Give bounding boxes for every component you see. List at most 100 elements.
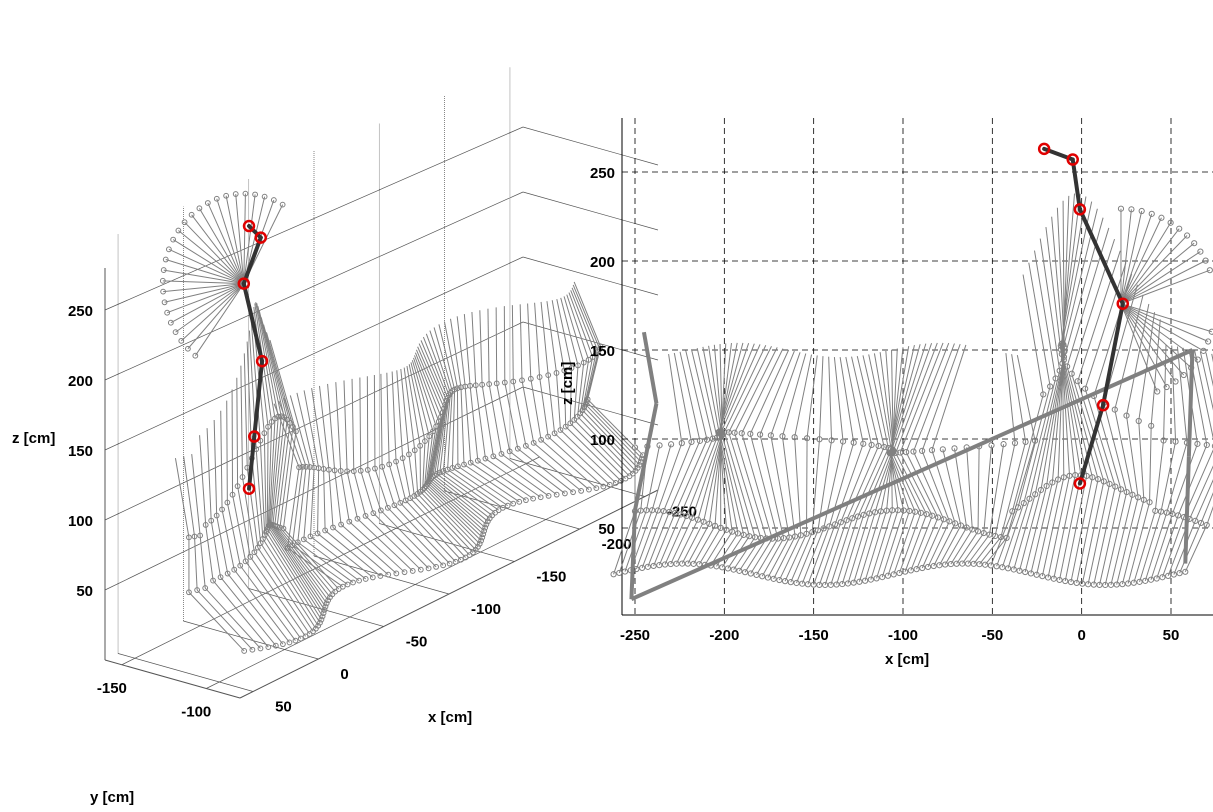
mesh-marker <box>1148 422 1155 429</box>
mesh-marker <box>854 513 862 520</box>
mesh-marker <box>354 515 361 522</box>
mesh-marker <box>942 561 949 568</box>
mesh-marker <box>322 603 329 610</box>
mesh-segment <box>868 354 889 449</box>
mesh-marker <box>1138 207 1145 215</box>
mesh-segment <box>540 301 549 376</box>
mesh-segment <box>1084 388 1116 487</box>
mesh-marker <box>561 367 568 374</box>
mesh-segment <box>279 426 294 528</box>
mesh-segment <box>773 536 796 580</box>
mesh-segment <box>240 365 243 478</box>
mesh-segment <box>287 467 300 548</box>
mesh-marker <box>1089 474 1096 481</box>
mesh-marker <box>1050 575 1057 582</box>
mesh-marker <box>1040 391 1047 398</box>
mesh-marker <box>265 644 272 651</box>
mesh-marker <box>837 519 844 526</box>
wall-grid-line <box>522 191 659 231</box>
mesh-segment <box>879 352 894 450</box>
mesh-marker <box>1194 356 1201 363</box>
mesh-segment <box>577 362 585 417</box>
mesh-segment <box>206 428 212 521</box>
mesh-segment <box>1138 420 1145 500</box>
mesh-segment <box>1019 489 1042 571</box>
mesh-marker <box>671 510 679 517</box>
mesh-segment <box>272 524 329 601</box>
mesh-segment <box>367 469 382 511</box>
mesh-segment <box>1127 502 1151 584</box>
mesh-marker <box>186 534 192 541</box>
mesh-marker <box>866 510 873 517</box>
mesh-segment <box>255 449 264 539</box>
mesh-marker <box>822 581 829 589</box>
mesh-marker <box>297 635 304 642</box>
mesh-segment <box>1099 489 1122 585</box>
mesh-segment <box>921 519 945 569</box>
mesh-segment <box>1186 349 1195 457</box>
mesh-marker <box>781 578 789 585</box>
mesh-segment <box>235 194 245 284</box>
mesh-segment <box>263 324 291 424</box>
mesh-marker <box>538 436 545 443</box>
mesh-marker <box>881 443 888 451</box>
mesh-segment <box>204 587 261 649</box>
mesh-segment <box>357 518 414 572</box>
2d-posture-skeleton <box>1037 142 1130 490</box>
mesh-segment <box>226 502 241 566</box>
mesh-marker <box>175 227 182 234</box>
mesh-segment <box>335 382 342 471</box>
mesh-marker <box>1073 579 1080 587</box>
mesh-segment <box>579 413 636 472</box>
mesh-segment <box>1120 303 1209 342</box>
mesh-marker <box>296 464 303 471</box>
mesh-segment <box>521 380 535 443</box>
x-tick-label: -150 <box>536 569 566 586</box>
mesh-segment <box>433 327 453 392</box>
mesh-segment <box>887 510 910 576</box>
mesh-segment <box>1070 477 1093 583</box>
mesh-segment <box>977 446 980 532</box>
mesh-marker <box>936 562 943 569</box>
mesh-segment <box>409 497 466 558</box>
mesh-marker <box>731 429 738 436</box>
mesh-marker <box>444 466 451 473</box>
mesh-segment <box>469 385 479 461</box>
mesh-marker <box>279 201 286 208</box>
mesh-marker <box>1084 581 1092 588</box>
mesh-segment <box>278 400 303 468</box>
mesh-marker <box>919 564 926 572</box>
mesh-segment <box>479 310 483 385</box>
mesh-segment <box>587 399 644 456</box>
mesh-marker <box>746 533 753 540</box>
mesh-segment <box>191 454 201 536</box>
mesh-segment <box>583 406 640 466</box>
mesh-marker <box>1135 417 1142 425</box>
floor-grid-line <box>121 456 541 666</box>
mesh-marker <box>516 498 523 505</box>
mesh-marker <box>1066 472 1073 479</box>
mesh-segment <box>1000 441 1027 538</box>
mesh-marker <box>1123 488 1130 496</box>
mesh-marker <box>953 560 960 567</box>
floor-grid-line <box>313 555 450 595</box>
mesh-segment <box>801 528 825 584</box>
mesh-marker <box>286 639 293 646</box>
mesh-segment <box>794 437 802 536</box>
mesh-segment <box>427 421 440 483</box>
mesh-marker <box>1206 267 1213 274</box>
mesh-segment <box>443 321 458 389</box>
mesh-segment <box>921 343 961 452</box>
mesh-marker <box>969 526 976 533</box>
mesh-segment <box>1051 216 1065 358</box>
mesh-segment <box>618 510 642 574</box>
mesh-marker <box>307 533 314 540</box>
mesh-marker <box>433 423 440 430</box>
mesh-marker <box>578 488 585 494</box>
mesh-marker <box>261 430 268 437</box>
mesh-marker <box>436 469 443 476</box>
mesh-segment <box>1064 475 1088 582</box>
mesh-segment <box>539 377 549 437</box>
mesh-marker <box>791 533 799 540</box>
mesh-segment <box>517 448 574 493</box>
